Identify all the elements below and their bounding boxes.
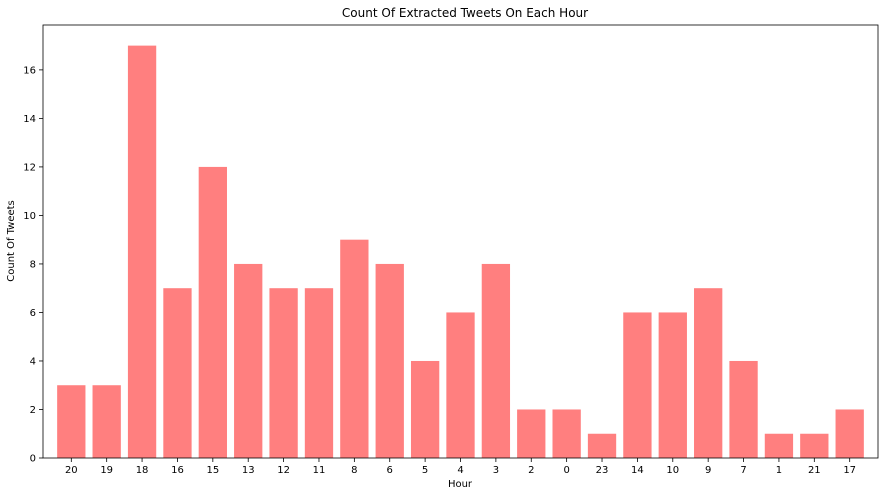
x-tick-label: 1 [776,465,782,476]
bar-hour-0 [552,409,581,458]
x-tick-label: 2 [528,465,534,476]
x-tick-label: 17 [843,465,856,476]
x-tick-label: 3 [493,465,499,476]
bar-hour-15 [198,166,227,458]
x-tick-label: 21 [808,465,821,476]
x-tick-label: 15 [206,465,219,476]
bar-hour-14 [623,312,652,458]
x-tick-label: 9 [705,465,711,476]
x-axis-title: Hour [448,479,473,490]
bar-hour-13 [234,263,263,458]
bar-hour-20 [57,385,86,458]
bar-hour-4 [446,312,475,458]
bar-hour-23 [587,433,617,458]
x-tick-label: 8 [351,465,357,476]
bar-hour-12 [269,288,298,458]
y-axis-title: Count Of Tweets [6,200,17,282]
y-axis: 0 2 4 6 8 10 12 14 16 [23,65,43,465]
x-tick-label: 5 [422,465,428,476]
bar-hour-16 [163,288,192,458]
x-tick-label: 20 [65,465,78,476]
chart-title: Count Of Extracted Tweets On Each Hour [342,6,588,20]
bar-hour-6 [375,263,404,458]
bar-hour-21 [800,433,829,458]
bar-hour-9 [694,288,723,458]
bar-hour-1 [764,433,794,458]
bar-hour-17 [835,409,864,458]
x-tick-label: 7 [740,465,746,476]
y-tick-label: 0 [30,454,36,465]
bar-hour-5 [410,360,440,458]
bar-hour-8 [340,239,369,458]
x-tick-label: 0 [563,465,569,476]
x-tick-label: 4 [457,465,463,476]
bar-hour-10 [658,312,687,458]
y-tick-label: 12 [23,162,36,173]
bar-hour-18 [127,45,157,459]
bar-hour-3 [481,263,511,458]
x-tick-label: 16 [171,465,184,476]
bars-layer [57,45,864,459]
x-tick-label: 11 [313,465,326,476]
y-tick-label: 6 [30,308,36,319]
x-tick-label: 14 [631,465,644,476]
x-axis: 20 19 18 16 15 13 12 11 8 6 5 4 3 2 0 23 14 10 9 7 1 21 17 [65,458,856,476]
y-tick-label: 8 [30,259,36,270]
x-tick-label: 19 [100,465,113,476]
y-tick-label: 14 [23,114,36,125]
x-tick-label: 12 [277,465,290,476]
x-tick-label: 6 [387,465,393,476]
bar-hour-2 [517,409,546,458]
y-tick-label: 2 [30,405,36,416]
y-tick-label: 10 [23,211,36,222]
bar-hour-11 [304,288,334,458]
x-tick-label: 10 [666,465,679,476]
y-tick-label: 16 [23,65,36,76]
x-tick-label: 23 [596,465,609,476]
bar-hour-19 [92,385,121,458]
y-tick-label: 4 [30,356,36,367]
x-tick-label: 13 [242,465,255,476]
x-tick-label: 18 [136,465,149,476]
bar-hour-7 [729,360,758,458]
